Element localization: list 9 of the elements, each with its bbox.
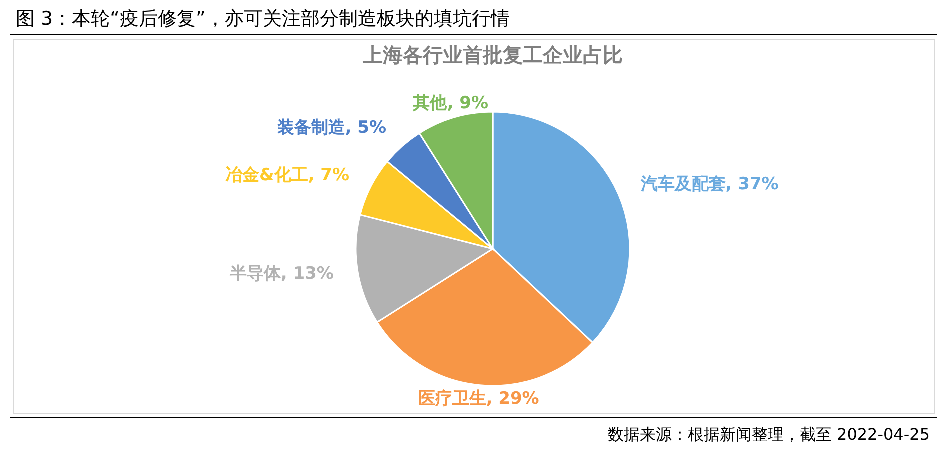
slice-label: 其他, 9% — [412, 94, 488, 114]
chart-title: 上海各行业首批复工企业占比 — [362, 43, 623, 67]
source-note: 数据来源：根据新闻整理，截至 2022-04-25 — [608, 425, 930, 444]
slice-label: 装备制造, 5% — [276, 118, 387, 138]
slice-label: 冶金&化工, 7% — [225, 166, 350, 186]
slice-label: 半导体, 13% — [228, 264, 334, 284]
caption: 图 3：本轮“疫后修复”，亦可关注部分制造板块的填坑行情 — [16, 8, 510, 30]
slice-label: 汽车及配套, 37% — [640, 174, 779, 195]
slice-label: 医疗卫生, 29% — [418, 388, 540, 409]
